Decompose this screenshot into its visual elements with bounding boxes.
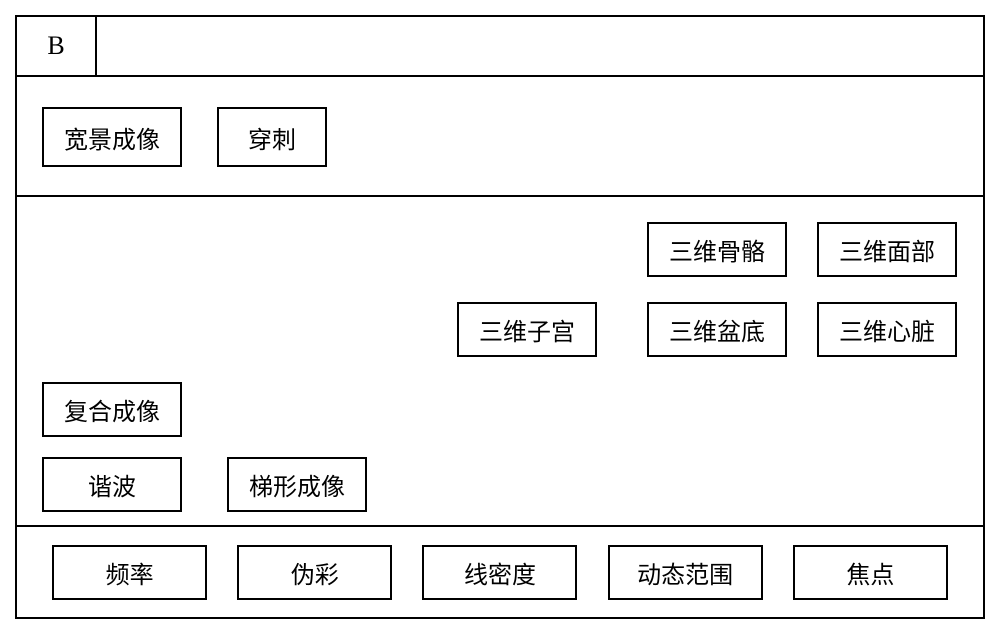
harmonic-button[interactable]: 谐波 bbox=[42, 457, 182, 512]
line-density-button[interactable]: 线密度 bbox=[422, 545, 577, 600]
section-parameters: 频率 伪彩 线密度 动态范围 焦点 bbox=[17, 527, 983, 617]
pseudocolor-button[interactable]: 伪彩 bbox=[237, 545, 392, 600]
trapezoid-imaging-button[interactable]: 梯形成像 bbox=[227, 457, 367, 512]
frequency-button[interactable]: 频率 bbox=[52, 545, 207, 600]
3d-face-button[interactable]: 三维面部 bbox=[817, 222, 957, 277]
mode-tab-b[interactable]: B bbox=[17, 17, 97, 77]
section-imaging-modes: 宽景成像 穿刺 bbox=[17, 77, 983, 197]
panoramic-imaging-button[interactable]: 宽景成像 bbox=[42, 107, 182, 167]
section-3d-and-processing: 三维骨骼 三维面部 三维子宫 三维盆底 三维心脏 复合成像 谐波 梯形成像 bbox=[17, 197, 983, 527]
3d-uterus-button[interactable]: 三维子宫 bbox=[457, 302, 597, 357]
tab-row: B bbox=[17, 17, 983, 77]
3d-heart-button[interactable]: 三维心脏 bbox=[817, 302, 957, 357]
panel-container: B 宽景成像 穿刺 三维骨骼 三维面部 三维子宫 三维盆底 三维心脏 复合成像 … bbox=[15, 15, 985, 619]
puncture-button[interactable]: 穿刺 bbox=[217, 107, 327, 167]
3d-pelvic-floor-button[interactable]: 三维盆底 bbox=[647, 302, 787, 357]
focus-button[interactable]: 焦点 bbox=[793, 545, 948, 600]
3d-skeleton-button[interactable]: 三维骨骼 bbox=[647, 222, 787, 277]
dynamic-range-button[interactable]: 动态范围 bbox=[608, 545, 763, 600]
compound-imaging-button[interactable]: 复合成像 bbox=[42, 382, 182, 437]
